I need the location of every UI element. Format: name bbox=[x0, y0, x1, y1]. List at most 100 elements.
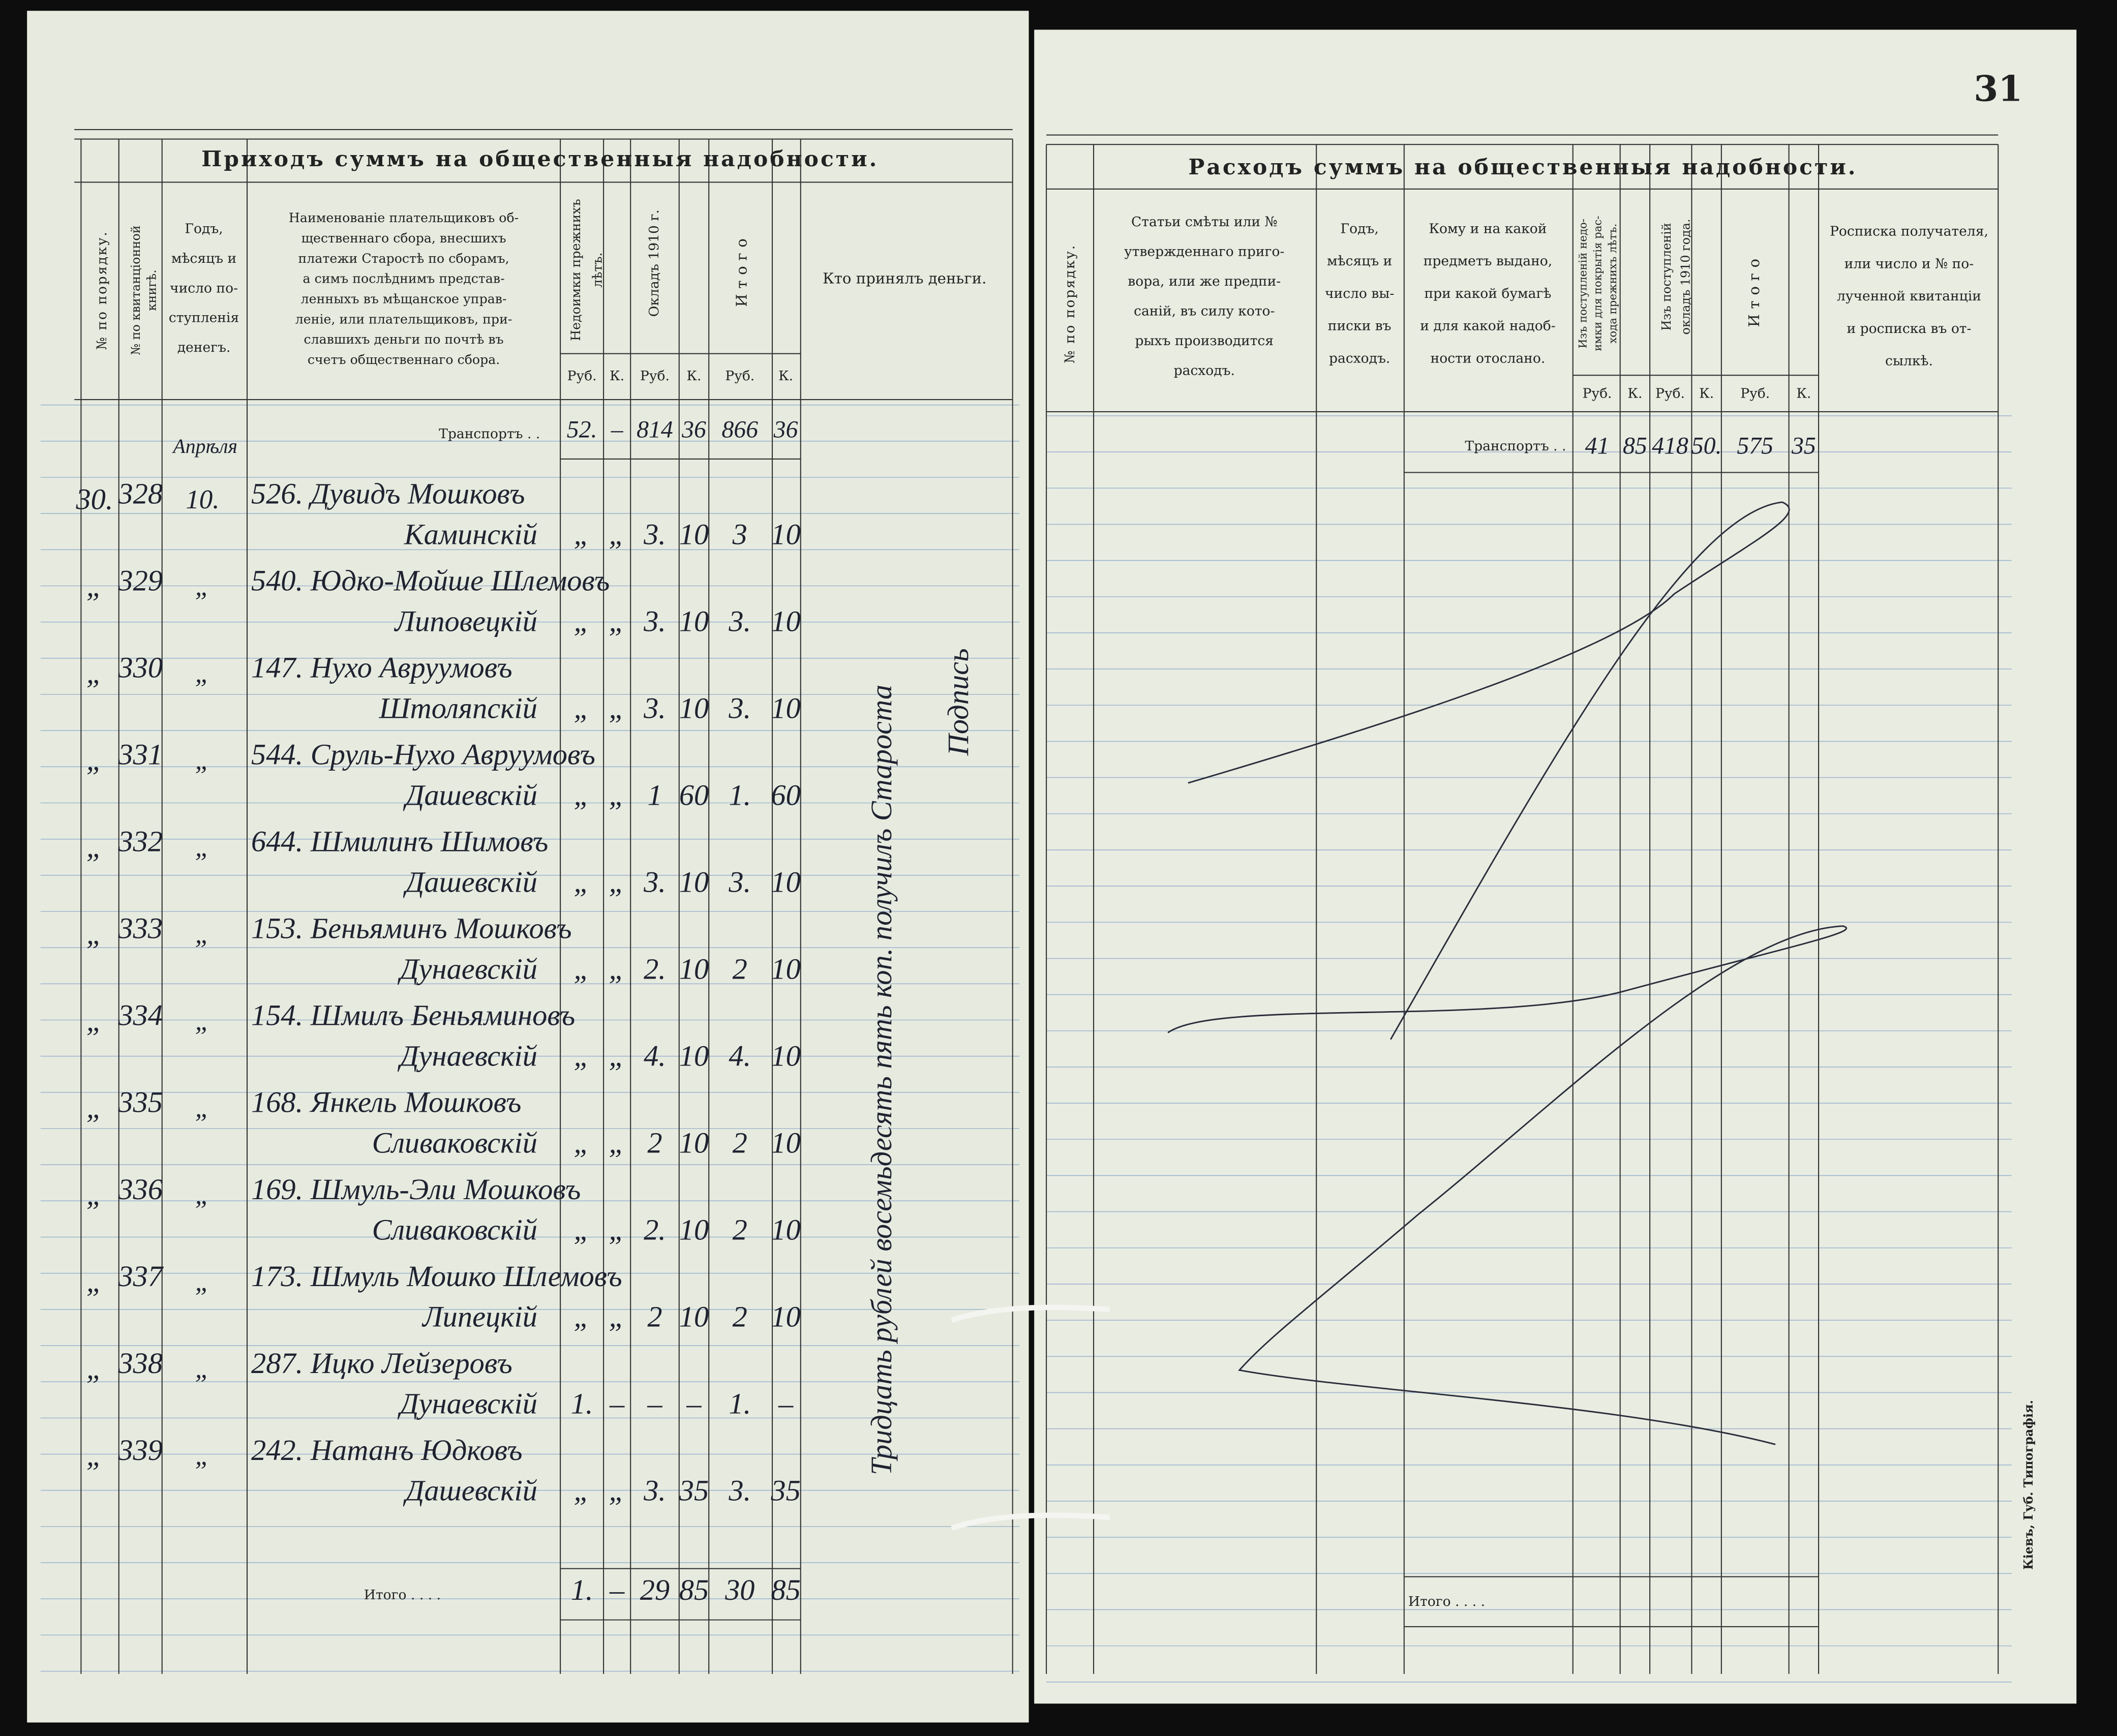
transport-value: 866 bbox=[721, 416, 758, 443]
header: Кому и на какой bbox=[1429, 221, 1547, 236]
payer-name: 242. Натанъ Юдковъ bbox=[251, 1434, 523, 1467]
transport-value: 85 bbox=[1623, 433, 1647, 460]
receipt-number: 328 bbox=[117, 477, 163, 510]
header: имки для покрытія рас- bbox=[1592, 216, 1605, 351]
amount: „ bbox=[609, 517, 625, 551]
amount: 3. bbox=[643, 1474, 666, 1507]
date: „ bbox=[195, 1267, 210, 1297]
header: Наименованіе плательщиковъ об- bbox=[289, 210, 519, 225]
payer-surname: Дунаевскій bbox=[398, 1387, 537, 1420]
header: денегъ. bbox=[177, 340, 231, 355]
header: мѣсяцъ и bbox=[1327, 253, 1392, 269]
header: ности отослано. bbox=[1431, 350, 1546, 366]
date: „ bbox=[195, 1007, 210, 1036]
header: окладъ 1910 года. bbox=[1678, 219, 1692, 334]
header: саній, въ силу кото- bbox=[1134, 303, 1275, 319]
receiver-note: Тридцать рублей восемьдесять пять коп. п… bbox=[865, 685, 898, 1475]
date: „ bbox=[195, 1093, 210, 1123]
transport-value: 418 bbox=[1652, 433, 1688, 460]
header: Итого bbox=[733, 233, 750, 307]
payer-surname: Сливаковскій bbox=[372, 1213, 537, 1246]
header: № по квитанціонной bbox=[129, 225, 143, 355]
header: Окладъ 1910 г. bbox=[646, 209, 662, 317]
unit: К. bbox=[687, 368, 702, 384]
header: писки въ bbox=[1328, 318, 1392, 334]
header: при какой бумагѣ bbox=[1424, 286, 1551, 301]
header: число по- bbox=[170, 280, 238, 296]
day: „ bbox=[86, 656, 103, 689]
unit: Руб. bbox=[567, 368, 597, 384]
amount: 2. bbox=[644, 1213, 666, 1246]
header: Статьи смѣты или № bbox=[1131, 214, 1278, 230]
amount: 2. bbox=[644, 952, 666, 985]
unit: К. bbox=[1796, 385, 1811, 401]
header: хода прежнихъ лѣтъ. bbox=[1607, 224, 1619, 344]
amount: – bbox=[686, 1387, 702, 1420]
day: „ bbox=[86, 830, 103, 863]
payer-surname: Дунаевскій bbox=[398, 952, 537, 985]
amount: 10 bbox=[679, 691, 709, 724]
amount: 3. bbox=[643, 691, 666, 724]
total-value: 30 bbox=[724, 1573, 754, 1606]
receipt-number: 330 bbox=[117, 651, 163, 684]
payer-name: 154. Шмилъ Беньяминовъ bbox=[251, 999, 575, 1032]
amount: 1. bbox=[729, 778, 751, 811]
header: платежи Старостѣ по сборамъ, bbox=[298, 251, 509, 266]
header: предметъ выдано, bbox=[1424, 253, 1552, 269]
amount: „ bbox=[573, 1126, 590, 1159]
header: или число и № по- bbox=[1844, 256, 1974, 271]
transport-value: 36 bbox=[681, 416, 706, 443]
header: счетъ общественнаго сбора. bbox=[308, 352, 500, 367]
header: сылкѣ. bbox=[1885, 353, 1933, 369]
date: „ bbox=[195, 1180, 210, 1210]
transport-value: 575 bbox=[1737, 433, 1773, 460]
day: „ bbox=[86, 1352, 103, 1385]
header: а симъ послѣднимъ представ- bbox=[303, 271, 505, 286]
payer-name: 147. Нухо Авруумовъ bbox=[251, 651, 512, 684]
unit: К. bbox=[778, 368, 793, 384]
amount: 4. bbox=[729, 1039, 751, 1072]
header: леніе, или плательщиковъ, при- bbox=[295, 312, 512, 326]
amount: – bbox=[647, 1387, 662, 1420]
transport-value: – bbox=[611, 416, 624, 443]
date: „ bbox=[195, 833, 210, 862]
content: Приходъ суммъ на общественныя надобности… bbox=[75, 69, 2035, 1610]
amount: „ bbox=[573, 1213, 590, 1246]
transport-value: 52. bbox=[567, 416, 597, 443]
receipt-number: 334 bbox=[117, 999, 163, 1032]
amount: „ bbox=[573, 1474, 590, 1507]
total-label: Итого . . . . bbox=[1408, 1594, 1485, 1609]
printer: Кіевъ, Губ. Типографія. bbox=[2021, 1400, 2036, 1570]
right-title: Расходъ суммъ на общественныя надобности… bbox=[1188, 155, 1857, 180]
transport-value: 36 bbox=[773, 416, 798, 443]
amount: 10 bbox=[679, 517, 709, 551]
header: Кто принялъ деньги. bbox=[823, 270, 986, 287]
amount: 10 bbox=[771, 604, 800, 637]
amount: „ bbox=[573, 1039, 590, 1072]
total-value: 1. bbox=[571, 1573, 593, 1606]
payer-name: 526. Дувидъ Мошковъ bbox=[251, 477, 525, 510]
transport-label: Транспортъ . . bbox=[439, 426, 540, 442]
day: „ bbox=[86, 1439, 103, 1472]
unit: Руб. bbox=[725, 368, 754, 384]
amount: „ bbox=[573, 691, 590, 724]
date: 10. bbox=[186, 485, 219, 514]
header: и росписка въ от- bbox=[1847, 321, 1971, 337]
header: расходъ. bbox=[1174, 362, 1235, 378]
amount: 2 bbox=[647, 1126, 662, 1159]
payer-name: 169. Шмуль-Эли Мошковъ bbox=[251, 1173, 581, 1206]
amount: 3. bbox=[643, 604, 666, 637]
amount: „ bbox=[573, 604, 590, 637]
left-page bbox=[27, 11, 1029, 1723]
receipt-number: 336 bbox=[117, 1173, 163, 1206]
header: № по порядку. bbox=[1062, 244, 1078, 363]
payer-name: 644. Шмилинъ Шимовъ bbox=[251, 825, 548, 858]
payer-surname: Липецкій bbox=[421, 1300, 537, 1333]
payer-surname: Дашевскій bbox=[403, 865, 537, 898]
header: расходъ. bbox=[1329, 350, 1390, 366]
amount: – bbox=[609, 1387, 625, 1420]
amount: „ bbox=[609, 604, 625, 637]
header: вора, или же предпи- bbox=[1128, 273, 1281, 289]
day: „ bbox=[86, 917, 103, 950]
